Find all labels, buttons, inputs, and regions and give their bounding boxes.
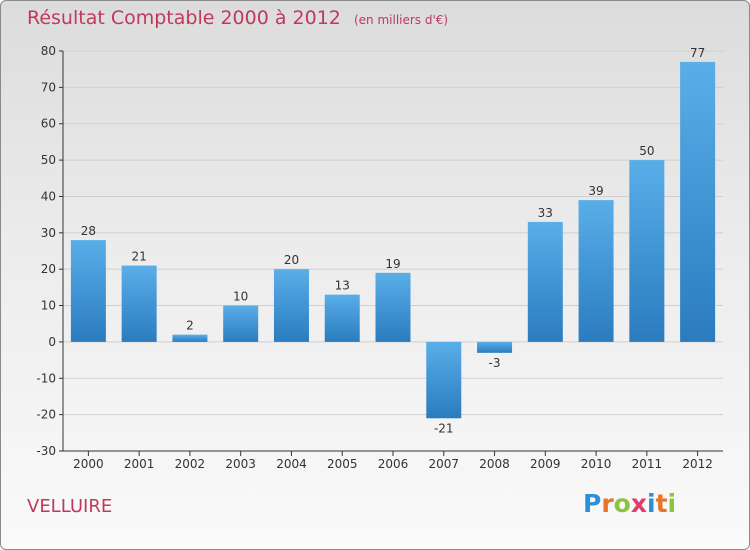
grid-lines [63,50,723,452]
title-row: Résultat Comptable 2000 à 2012 (en milli… [27,7,448,29]
x-tick-label: 2003 [225,457,256,471]
data-label: 28 [81,224,96,238]
bar-2000 [70,240,106,342]
data-label: 13 [335,279,350,293]
x-tick-label: 2001 [124,457,155,471]
axes [59,50,723,456]
bar-2012 [680,61,716,342]
logo-letter: o [613,489,631,518]
y-tick-label: 80 [41,44,56,58]
y-tick-label: -30 [36,444,56,458]
y-tick-label: 30 [41,226,56,240]
y-tick-label: 60 [41,117,56,131]
y-tick-label: -10 [36,371,56,385]
bar-2003 [223,305,259,342]
data-label: 20 [284,253,299,267]
labels: 80706050403020100-10-20-3020002820012120… [36,44,712,471]
bar-2009 [527,221,563,342]
data-label: 33 [538,206,553,220]
x-tick-label: 2007 [428,457,459,471]
x-tick-label: 2006 [378,457,409,471]
proxiti-logo: Proxiti [583,489,676,518]
y-tick-label: 0 [48,335,56,349]
x-tick-label: 2000 [73,457,104,471]
y-tick-label: 70 [41,80,56,94]
x-tick-label: 2005 [327,457,358,471]
data-label: 10 [233,290,248,304]
logo-letter: i [647,489,656,518]
bar-2010 [578,200,614,342]
x-tick-label: 2009 [530,457,561,471]
logo-letter: x [630,489,647,518]
bar-2005 [324,294,360,342]
y-tick-label: -20 [36,408,56,422]
chart-title: Résultat Comptable 2000 à 2012 [27,7,341,29]
logo-letter: i [667,489,677,518]
x-tick-label: 2012 [682,457,713,471]
data-label: -21 [434,421,454,435]
bar-2007 [426,341,462,419]
bar-2008 [477,341,513,353]
x-tick-label: 2008 [479,457,510,471]
y-tick-label: 50 [41,153,56,167]
x-tick-label: 2002 [175,457,206,471]
data-label: 77 [690,46,705,60]
bar-2011 [629,160,665,342]
data-label: 2 [186,319,194,333]
data-label: -3 [489,356,501,370]
logo-letter: t [655,489,668,518]
x-tick-label: 2011 [632,457,663,471]
y-tick-label: 20 [41,262,56,276]
data-label: 50 [639,144,654,158]
logo-letter: P [583,489,602,518]
bar-2002 [172,334,208,342]
bars [70,61,716,419]
x-tick-label: 2004 [276,457,307,471]
data-label: 21 [132,250,147,264]
bar-2006 [375,272,411,342]
y-tick-label: 40 [41,189,56,203]
chart-subtitle: (en milliers d'€) [353,13,449,27]
data-label: 19 [385,257,400,271]
bar-2001 [121,265,157,342]
commune-name: VELLUIRE [27,496,113,517]
logo-letter: r [601,489,614,518]
bar-2004 [273,269,309,342]
x-tick-label: 2010 [581,457,612,471]
data-label: 39 [588,184,603,198]
y-tick-label: 10 [41,299,56,313]
